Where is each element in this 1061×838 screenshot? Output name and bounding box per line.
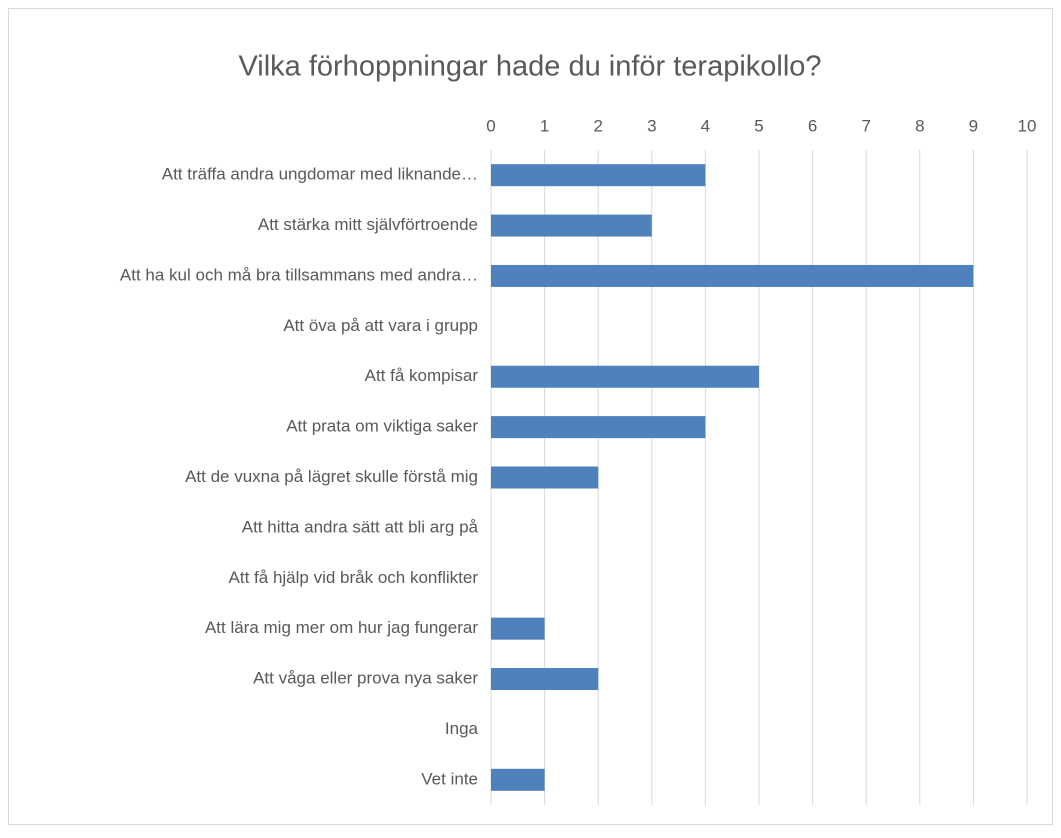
bar: [491, 617, 545, 640]
y-tick-label: Att få hjälp vid bråk och konflikter: [229, 568, 479, 587]
chart-title: Vilka förhoppningar hade du inför terapi…: [238, 51, 821, 83]
x-tick-label: 1: [540, 116, 549, 135]
bar: [491, 164, 706, 187]
y-tick-label: Att stärka mitt självförtroende: [258, 215, 478, 234]
y-tick-label: Att träffa andra ungdomar med liknande…: [162, 165, 478, 184]
bar: [491, 264, 974, 287]
y-tick-label: Vet inte: [421, 769, 478, 788]
bar: [491, 416, 706, 439]
y-tick-label: Att de vuxna på lägret skulle förstå mig: [185, 467, 478, 486]
x-tick-label: 9: [969, 116, 978, 135]
bar: [491, 365, 759, 388]
x-tick-label: 6: [808, 116, 817, 135]
x-tick-label: 3: [647, 116, 656, 135]
bar: [491, 466, 599, 489]
y-tick-label: Att få kompisar: [365, 366, 479, 385]
y-tick-label: Att våga eller prova nya saker: [253, 669, 478, 688]
x-tick-label: 10: [1018, 116, 1037, 135]
y-tick-label: Att ha kul och må bra tillsammans med an…: [120, 265, 478, 284]
x-tick-label: 7: [861, 116, 870, 135]
x-tick-label: 2: [593, 116, 602, 135]
x-tick-label: 8: [915, 116, 924, 135]
bar: [491, 768, 545, 791]
y-tick-label: Att hitta andra sätt att bli arg på: [242, 517, 479, 536]
x-tick-label: 0: [486, 116, 495, 135]
y-tick-label: Att prata om viktiga saker: [286, 417, 478, 436]
y-tick-label: Att lära mig mer om hur jag fungerar: [205, 618, 478, 637]
x-tick-label: 5: [754, 116, 763, 135]
bar: [491, 214, 652, 237]
x-tick-label: 4: [701, 116, 710, 135]
bar: [491, 668, 599, 691]
y-tick-label: Att öva på att vara i grupp: [283, 316, 478, 335]
y-tick-label: Inga: [445, 719, 479, 738]
